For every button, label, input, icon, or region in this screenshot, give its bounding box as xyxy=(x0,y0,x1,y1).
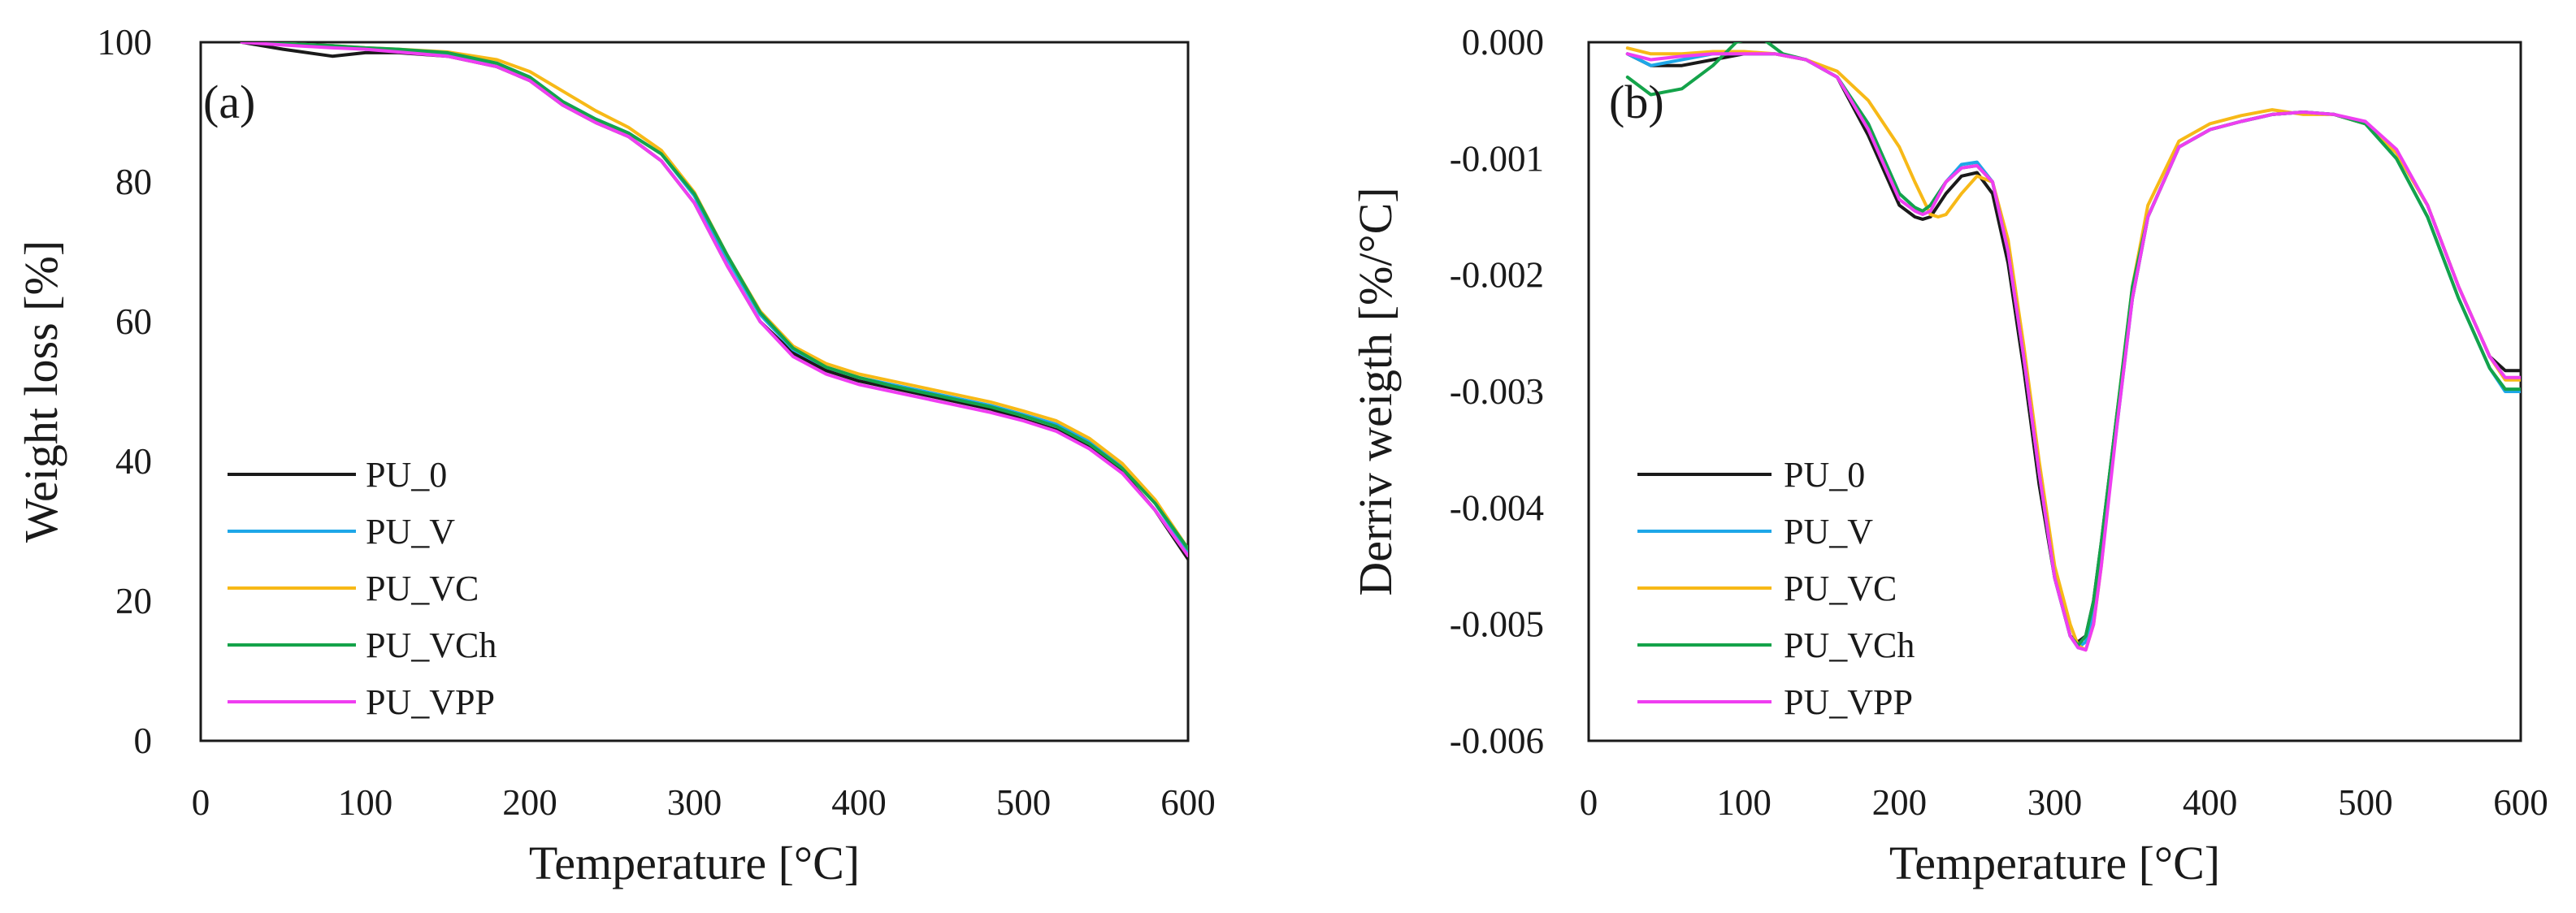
x-tick-label: 600 xyxy=(2493,782,2548,823)
x-tick-label: 600 xyxy=(1160,782,1216,823)
legend: PU_0 PU_V PU_VC PU_VCh PU_VPP xyxy=(228,455,497,722)
series-group xyxy=(240,42,1188,561)
x-tick-label: 300 xyxy=(2027,782,2083,823)
legend-label: PU_0 xyxy=(1784,455,1865,495)
x-tick-label: 0 xyxy=(192,782,210,823)
series-line-pu-vch xyxy=(240,42,1188,551)
legend-label: PU_VCh xyxy=(366,625,497,665)
legend-label: PU_VPP xyxy=(366,682,495,722)
y-tick-label: 100 xyxy=(98,22,153,63)
y-axis-title: Weight loss [%] xyxy=(15,240,67,543)
y-tick-label: -0.002 xyxy=(1450,255,1544,296)
y-tick-label: 20 xyxy=(115,581,152,621)
y-tick-label: 0.000 xyxy=(1462,22,1544,63)
y-tick-label: -0.001 xyxy=(1450,138,1544,179)
series-group xyxy=(1625,42,2521,652)
y-tick-label: -0.006 xyxy=(1450,720,1544,761)
x-axis-title: Temperature [°C] xyxy=(529,837,860,889)
legend-label: PU_VC xyxy=(1784,569,1897,608)
legend-label: PU_V xyxy=(1784,512,1873,552)
panel-label: (a) xyxy=(203,76,255,128)
x-tick-label: 200 xyxy=(1872,782,1928,823)
y-tick-label: -0.005 xyxy=(1450,604,1544,645)
x-tick-label: 400 xyxy=(831,782,887,823)
x-axis-title: Temperature [°C] xyxy=(1889,837,2220,889)
x-tick-label: 300 xyxy=(667,782,722,823)
y-tick-label: -0.004 xyxy=(1450,487,1544,528)
plot-frame xyxy=(1587,41,2522,742)
series-line-pu-vc xyxy=(1625,46,2521,652)
x-tick-label: 500 xyxy=(996,782,1052,823)
legend-label: PU_0 xyxy=(366,455,447,495)
legend-label: PU_VCh xyxy=(1784,625,1915,665)
legend-label: PU_V xyxy=(366,512,455,552)
legend: PU_0 PU_V PU_VC PU_VCh PU_VPP xyxy=(1637,455,1915,722)
y-tick-label: -0.003 xyxy=(1450,371,1544,412)
panel-label: (b) xyxy=(1609,76,1664,128)
x-tick-label: 200 xyxy=(502,782,557,823)
x-tick-label: 100 xyxy=(1716,782,1772,823)
x-tick-label: 500 xyxy=(2338,782,2393,823)
legend-label: PU_VC xyxy=(366,569,479,608)
series-line-pu-vpp xyxy=(1625,52,2521,652)
x-tick-label: 100 xyxy=(338,782,393,823)
x-tick-label: 0 xyxy=(1580,782,1598,823)
legend-label: PU_VPP xyxy=(1784,682,1913,722)
x-tick-label: 400 xyxy=(2183,782,2238,823)
y-axis-title: Derriv weigth [%/°C] xyxy=(1349,187,1402,595)
chart-panel-b: 0 100 200 300 400 500 600 -0.006 -0.005 -0.004 -0.… xyxy=(1349,22,2548,889)
y-tick-label: 0 xyxy=(134,720,153,761)
chart-panel-a: 0 100 200 300 400 500 600 0 20 40 60 80 100 Temperatu… xyxy=(15,22,1216,889)
y-tick-label: 60 xyxy=(115,301,152,342)
y-tick-label: 80 xyxy=(115,162,152,202)
plot-frame xyxy=(199,41,1190,742)
series-line-pu-vpp xyxy=(240,42,1188,558)
y-tick-label: 40 xyxy=(115,441,152,482)
series-line-pu-vch xyxy=(1625,42,2521,647)
